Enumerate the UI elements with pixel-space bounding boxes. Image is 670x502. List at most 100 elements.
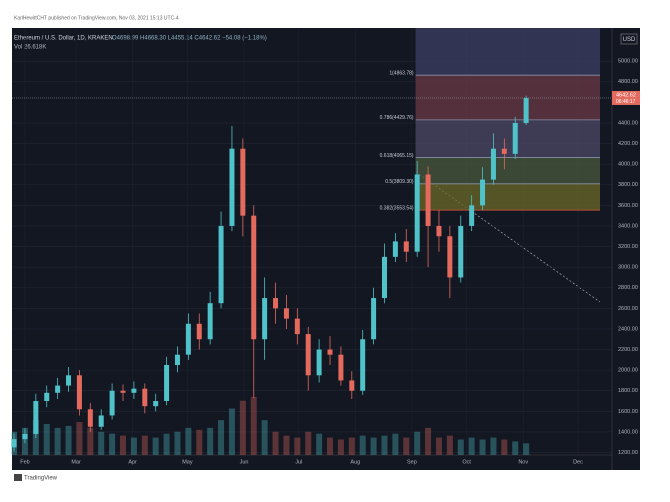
volume-bar xyxy=(468,437,475,455)
candle-body xyxy=(229,148,235,226)
logo-icon xyxy=(14,474,22,481)
last-price-label: 4642.62 xyxy=(616,92,636,98)
candle-body xyxy=(305,334,311,376)
candle-body xyxy=(218,225,224,304)
candle-body xyxy=(371,298,377,340)
x-tick-label: May xyxy=(182,459,193,465)
last-price-box xyxy=(612,90,640,105)
y-tick-label: 3800.00 xyxy=(618,182,638,188)
x-tick-label: Aug xyxy=(350,459,360,465)
volume-bar xyxy=(479,439,486,455)
volume-bar xyxy=(348,437,355,455)
volume-bar xyxy=(120,435,127,455)
volume-bar xyxy=(414,431,421,455)
volume-bar xyxy=(109,433,116,455)
y-tick-label: 2800.00 xyxy=(618,285,638,291)
x-tick-label: Oct xyxy=(462,459,471,465)
candle-body xyxy=(185,323,191,355)
x-tick-label: Nov xyxy=(518,459,528,465)
candle-body xyxy=(403,241,409,252)
volume-bar xyxy=(512,441,519,455)
candle-body xyxy=(338,354,344,381)
fib-label: 0.618(4065.15) xyxy=(380,153,414,159)
volume-bar xyxy=(294,437,301,455)
candle-body xyxy=(349,380,355,391)
volume-bar xyxy=(185,427,192,455)
volume-bar xyxy=(76,422,83,455)
currency-box xyxy=(620,33,638,45)
candle-body xyxy=(164,364,170,402)
candle-body xyxy=(240,148,246,216)
volume-bar xyxy=(501,439,508,455)
fib-label: 0.5(3809.30) xyxy=(385,179,414,185)
attribution: KarlHewittCHT published on TradingView.c… xyxy=(14,15,179,21)
volume-bar xyxy=(457,439,464,455)
y-tick-label: 4000.00 xyxy=(618,162,638,168)
volume-bar xyxy=(65,425,72,455)
volume-bar xyxy=(43,424,50,455)
candle-body xyxy=(458,225,464,278)
volume-bar xyxy=(403,437,410,455)
volume-bar xyxy=(98,431,105,455)
candle-body xyxy=(11,439,17,448)
volume-bar xyxy=(381,435,388,455)
candle-body xyxy=(294,318,300,335)
x-tick-label: Feb xyxy=(20,459,29,465)
volume-bar xyxy=(446,435,453,455)
volume-bar xyxy=(174,431,181,455)
candle-body xyxy=(316,349,322,376)
candle-body xyxy=(360,339,366,391)
candle-body xyxy=(44,392,50,402)
candle-body xyxy=(153,401,159,407)
volume-bar xyxy=(316,433,323,455)
y-tick-label: 1600.00 xyxy=(618,409,638,415)
candle-body xyxy=(490,148,496,180)
candle-body xyxy=(425,174,431,226)
volume-bar xyxy=(435,437,442,455)
volume-bar xyxy=(250,396,257,455)
countdown: 06:46:17 xyxy=(616,99,636,105)
candle-body xyxy=(447,236,453,278)
y-tick-label: 4400.00 xyxy=(618,120,638,126)
y-tick-label: 3200.00 xyxy=(618,244,638,250)
candle-body xyxy=(273,298,279,309)
candle-body xyxy=(131,388,137,393)
volume-bar xyxy=(87,427,94,455)
candle-body xyxy=(381,256,387,299)
candle-body xyxy=(196,323,202,340)
candle-body xyxy=(55,385,61,393)
x-tick-label: Jun xyxy=(240,459,249,465)
volume-bar xyxy=(130,437,137,455)
volume-bar xyxy=(239,400,246,455)
fib-band xyxy=(415,183,600,211)
candle-body xyxy=(392,241,398,257)
volume-bar xyxy=(490,437,497,455)
y-tick-label: 3600.00 xyxy=(618,203,638,209)
candle-body xyxy=(512,122,518,154)
volume-bar xyxy=(152,437,159,455)
candle-body xyxy=(87,409,93,427)
y-tick-label: 2400.00 xyxy=(618,326,638,332)
volume-bar xyxy=(337,439,344,455)
volume-bar xyxy=(261,420,268,455)
y-tick-label: 2600.00 xyxy=(618,306,638,312)
symbol: Ethereum / U.S. Dollar, 1D, KRAKEN xyxy=(14,36,113,42)
volume-bar xyxy=(392,433,399,455)
volume-bar xyxy=(54,427,61,455)
y-tick-label: 3400.00 xyxy=(618,223,638,229)
candle-body xyxy=(98,415,104,427)
x-tick-label: Jul xyxy=(295,459,302,465)
volume-bar xyxy=(370,437,377,455)
currency: USD xyxy=(623,37,636,43)
fib-band xyxy=(415,119,600,158)
fib-label: 0.786(4429.76) xyxy=(380,115,414,121)
y-tick-label: 3000.00 xyxy=(618,265,638,271)
y-tick-label: 2000.00 xyxy=(618,368,638,374)
candle-body xyxy=(33,401,39,434)
candle-body xyxy=(251,215,257,340)
volume-bar xyxy=(207,427,214,455)
ohlc-legend: O4698.99 H4668.30 L4455.14 C4642.62 −54.… xyxy=(112,36,267,42)
candle-body xyxy=(283,308,289,319)
candle-body xyxy=(76,375,82,410)
